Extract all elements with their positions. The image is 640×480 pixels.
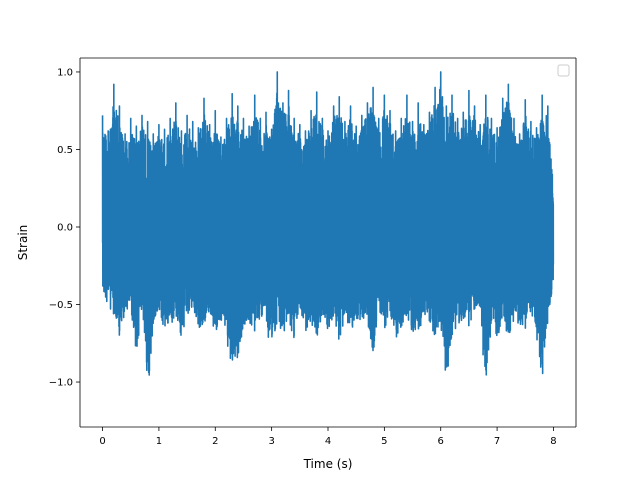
y-axis-label: Strain [16,225,30,261]
x-tick-label: 3 [268,436,274,447]
x-tick-label: 6 [438,436,444,447]
y-tick-label: 0.0 [57,223,73,234]
series-layer [101,71,555,376]
x-tick-label: 8 [550,436,556,447]
x-tick-label: 5 [381,436,387,447]
x-axis-ticks: 0 1 2 3 4 5 6 7 8 [99,427,557,447]
x-tick-label: 7 [494,436,500,447]
y-axis-ticks: −1.0 −0.5 0.0 0.5 1.0 [49,68,80,389]
y-tick-label: 1.0 [57,68,73,79]
x-tick-label: 4 [325,436,331,447]
y-tick-label: −1.0 [49,378,73,389]
x-tick-label: 0 [99,436,105,447]
x-tick-label: 2 [212,436,218,447]
y-tick-label: −0.5 [49,300,73,311]
legend-box [557,64,570,77]
x-axis-label: Time (s) [303,457,353,471]
y-tick-label: 0.5 [57,145,73,156]
x-tick-label: 1 [156,436,162,447]
series-line [101,71,555,376]
